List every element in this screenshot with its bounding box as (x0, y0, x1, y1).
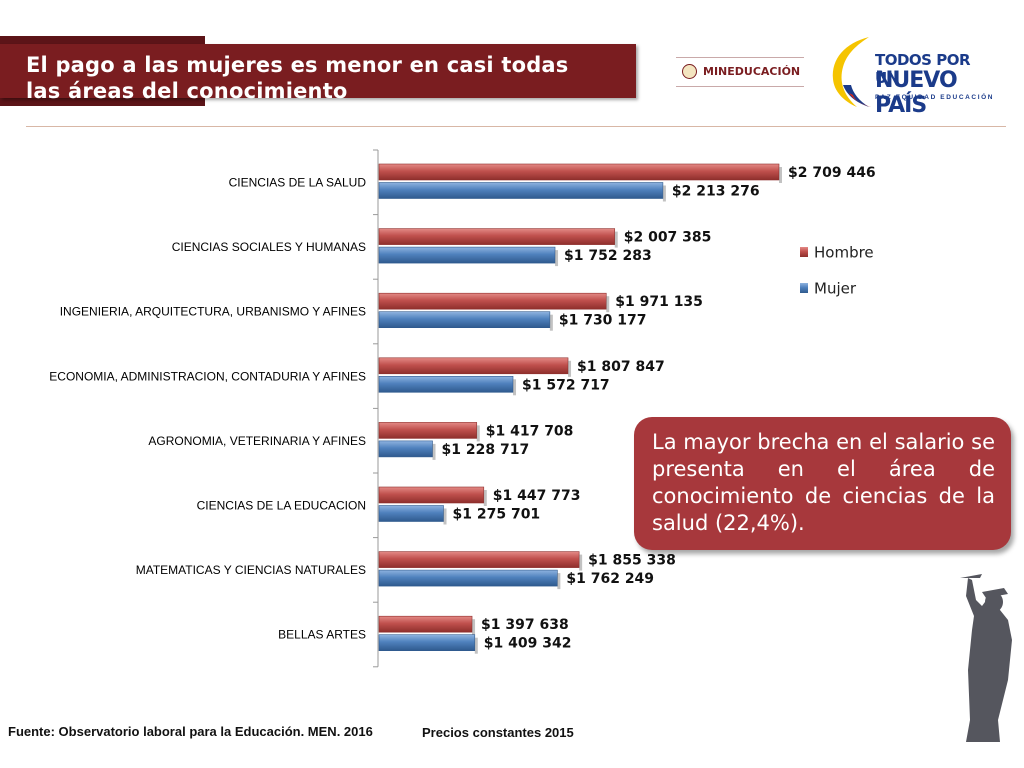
value-label-mujer: $1 409 342 (484, 636, 572, 652)
legend-label-mujer: Mujer (814, 280, 857, 298)
value-label-mujer: $2 213 276 (672, 184, 760, 200)
page-title-line-1: El pago a las mujeres es menor en casi t… (26, 53, 569, 77)
campaign-logo-line-3: PAZ EQUIDAD EDUCACIÓN (875, 94, 995, 101)
mineducacion-logo: MINEDUCACIÓN (676, 57, 804, 87)
graduate-silhouette-icon (960, 574, 1012, 742)
value-label-mujer: $1 228 717 (442, 442, 530, 458)
bar-depth-shadow (606, 296, 610, 313)
axis-layer (373, 149, 379, 668)
bar-hombre (378, 486, 485, 504)
bar-depth-shadow (432, 443, 436, 460)
bar-depth-shadow (662, 185, 666, 202)
bar-depth-shadow (472, 619, 476, 636)
bar-depth-shadow (568, 360, 572, 377)
value-label-mujer: $1 752 283 (564, 248, 652, 264)
mineducacion-logo-text: MINEDUCACIÓN (703, 65, 801, 78)
source-note: Fuente: Observatorio laboral para la Edu… (8, 724, 373, 739)
bar-hombre (378, 615, 473, 633)
todos-por-un-nuevo-pais-logo: TODOS POR UN NUEVO PAÍS PAZ EQUIDAD EDUC… (825, 33, 995, 118)
bar-depth-shadow (555, 250, 559, 267)
callout-text: La mayor brecha en el salario se present… (652, 430, 995, 535)
category-label: ECONOMIA, ADMINISTRACION, CONTADURIA Y A… (49, 369, 366, 383)
page-title: El pago a las mujeres es menor en casi t… (26, 52, 626, 104)
bar-depth-shadow (557, 573, 561, 590)
bar-mujer (378, 634, 476, 652)
legend: Hombre Mujer (800, 244, 874, 298)
value-label-mujer: $1 275 701 (453, 507, 541, 523)
value-label-hombre: $1 971 135 (615, 294, 703, 310)
page-title-line-2: las áreas del conocimiento (26, 79, 348, 103)
value-label-hombre: $1 417 708 (486, 423, 574, 439)
campaign-logo-line-1: TODOS POR UN (875, 51, 971, 87)
bar-depth-shadow (483, 490, 487, 506)
bar-depth-shadow (513, 379, 517, 396)
bar-mujer (378, 311, 551, 328)
category-label: AGRONOMIA, VETERINARIA Y AFINES (148, 434, 366, 448)
bar-depth-shadow (476, 425, 480, 442)
header-divider (26, 126, 1006, 127)
bar-depth-shadow (579, 554, 583, 571)
campaign-logo-line-2: NUEVO PAÍS (875, 68, 958, 118)
value-label-hombre: $1 397 638 (481, 617, 569, 633)
value-label-mujer: $1 762 249 (566, 571, 654, 587)
bar-hombre (378, 551, 580, 568)
bar-mujer (378, 505, 444, 522)
category-label: CIENCIAS DE LA EDUCACION (197, 498, 366, 512)
bar-depth-shadow (474, 637, 478, 654)
bar-hombre (378, 163, 780, 181)
bar-hombre (378, 292, 607, 310)
coat-of-arms-icon (682, 64, 697, 79)
legend-swatch-hombre (800, 247, 808, 257)
labels-layer: CIENCIAS DE LA SALUD $2 709 446 $2 213 276… (49, 165, 875, 652)
bars-layer (378, 163, 782, 654)
bar-depth-shadow (549, 314, 553, 331)
category-label: INGENIERIA, ARQUITECTURA, URBANISMO Y AF… (60, 305, 366, 319)
title-band: El pago a las mujeres es menor en casi t… (0, 44, 636, 103)
category-label: CIENCIAS SOCIALES Y HUMANAS (172, 240, 366, 254)
category-label: CIENCIAS DE LA SALUD (229, 175, 367, 189)
value-label-hombre: $1 807 847 (577, 359, 665, 375)
value-label-mujer: $1 730 177 (559, 313, 647, 329)
value-label-hombre: $1 447 773 (493, 488, 581, 504)
bar-mujer (378, 182, 664, 199)
prices-note: Precios constantes 2015 (422, 725, 574, 740)
title-banner: El pago a las mujeres es menor en casi t… (0, 36, 636, 106)
bar-depth-shadow (443, 508, 447, 525)
value-label-hombre: $2 709 446 (788, 165, 876, 181)
bar-hombre (378, 228, 616, 245)
bar-mujer (378, 246, 556, 264)
value-label-hombre: $1 855 338 (588, 553, 676, 569)
salary-gap-callout: La mayor brecha en el salario se present… (634, 417, 1011, 550)
value-label-mujer: $1 572 717 (522, 377, 610, 393)
bar-mujer (378, 440, 433, 458)
legend-label-hombre: Hombre (814, 244, 874, 262)
legend-swatch-mujer (800, 283, 808, 293)
bar-hombre (378, 422, 478, 439)
bar-depth-shadow (614, 231, 618, 248)
bar-mujer (378, 376, 514, 393)
value-label-hombre: $2 007 385 (624, 230, 712, 246)
bar-depth-shadow (779, 167, 782, 183)
bar-hombre (378, 357, 569, 375)
salary-bar-chart: CIENCIAS DE LA SALUD $2 709 446 $2 213 276… (49, 149, 876, 668)
flag-swoosh-icon (832, 37, 871, 107)
category-label: BELLAS ARTES (278, 628, 366, 642)
bar-mujer (378, 569, 558, 587)
category-label: MATEMATICAS Y CIENCIAS NATURALES (136, 563, 366, 577)
